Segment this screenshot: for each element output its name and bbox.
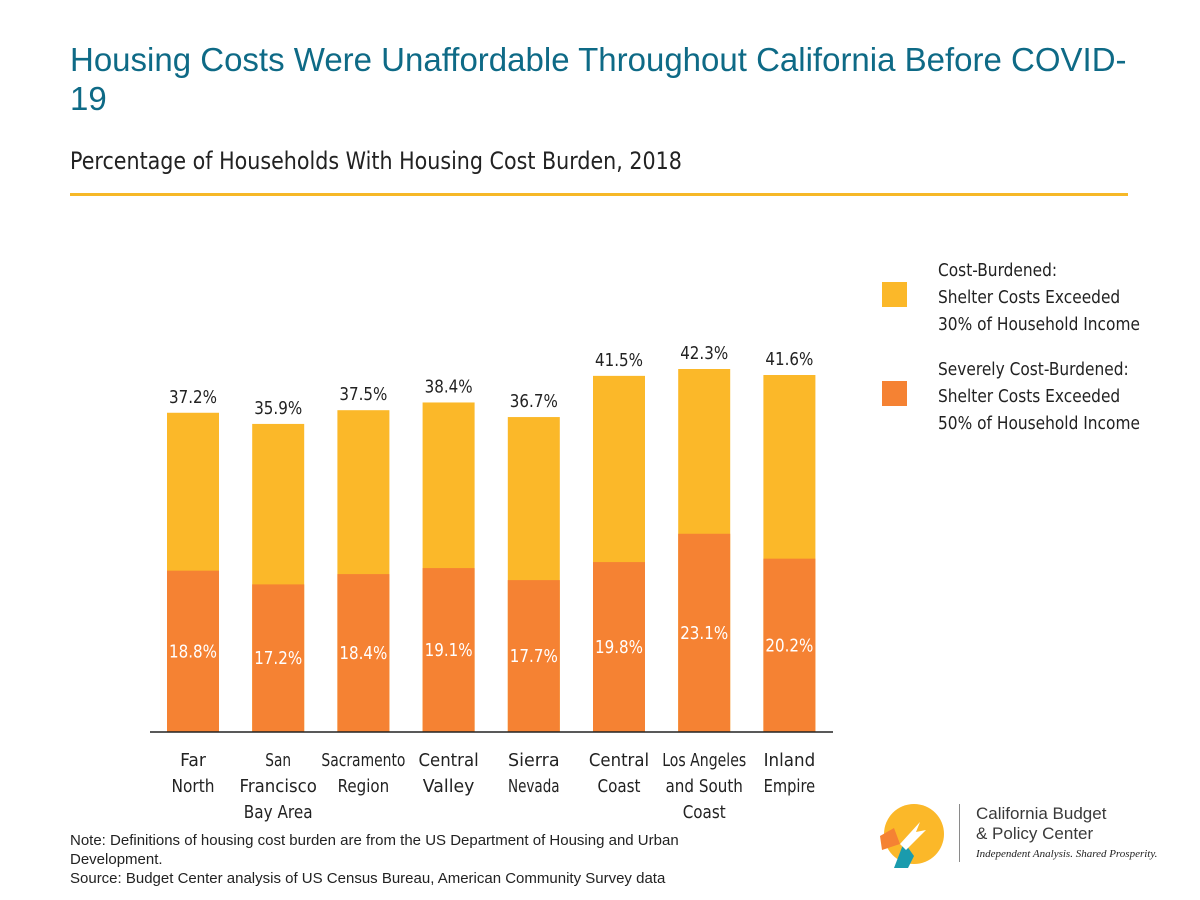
data-label-severely-cost-burdened: 19.1%: [425, 641, 473, 661]
bar-severely-cost-burdened: [422, 568, 475, 732]
x-axis-tick-label: Sierra Nevada: [508, 751, 560, 797]
legend-swatch-cost-burdened: [882, 282, 907, 307]
bar-severely-cost-burdened: [507, 580, 560, 732]
logo-tagline: Independent Analysis. Shared Prosperity.: [976, 848, 1158, 860]
data-label-severely-cost-burdened: 19.8%: [595, 638, 643, 658]
organization-logo: California Budget & Policy Center Indepe…: [876, 798, 1176, 874]
data-label-cost-burdened: 37.5%: [339, 385, 387, 405]
x-axis-tick-label: Inland Empire: [764, 751, 816, 797]
chart-title: Housing Costs Were Unaffordable Througho…: [70, 41, 1127, 117]
bar-severely-cost-burdened: [167, 570, 219, 732]
bar-severely-cost-burdened: [678, 533, 731, 732]
logo-name-line2: & Policy Center: [976, 824, 1094, 843]
data-label-severely-cost-burdened: 23.1%: [680, 624, 728, 644]
legend-label-cost-burdened: Cost-Burdened: Shelter Costs Exceeded 30…: [938, 261, 1140, 335]
x-axis-tick-label: San Francisco Bay Area: [240, 751, 317, 823]
logo-divider: [959, 804, 960, 862]
footnotes: Note: Definitions of housing cost burden…: [70, 831, 770, 888]
data-label-cost-burdened: 42.3%: [680, 344, 728, 364]
bar-severely-cost-burdened: [337, 574, 390, 732]
title-divider: [70, 193, 1128, 196]
logo-mark-icon: [880, 804, 944, 868]
data-label-cost-burdened: 36.7%: [510, 392, 558, 412]
data-label-severely-cost-burdened: 17.7%: [510, 647, 558, 667]
bar-severely-cost-burdened: [763, 558, 816, 732]
x-axis-tick-label: Sacramento Region: [321, 751, 405, 797]
data-label-cost-burdened: 41.5%: [595, 351, 643, 371]
data-label-severely-cost-burdened: 17.2%: [254, 649, 302, 669]
data-label-cost-burdened: 35.9%: [254, 399, 302, 419]
legend-swatch-severely-cost-burdened: [882, 381, 907, 406]
note-text: Note: Definitions of housing cost burden…: [70, 832, 679, 868]
data-label-cost-burdened: 41.6%: [765, 350, 813, 370]
data-label-severely-cost-burdened: 18.8%: [169, 642, 217, 662]
x-axis-tick-label: Central Valley: [419, 751, 479, 797]
x-axis-tick-label: Los Angeles and South Coast: [662, 751, 746, 823]
data-label-cost-burdened: 37.2%: [169, 388, 217, 408]
data-label-cost-burdened: 38.4%: [425, 377, 473, 397]
legend-label-severely-cost-burdened: Severely Cost-Burdened: Shelter Costs Ex…: [938, 360, 1140, 434]
data-label-severely-cost-burdened: 18.4%: [339, 644, 387, 664]
data-label-severely-cost-burdened: 20.2%: [765, 636, 813, 656]
logo-name-line1: California Budget: [976, 804, 1107, 823]
bar-severely-cost-burdened: [252, 584, 305, 732]
chart-subtitle: Percentage of Households With Housing Co…: [70, 147, 682, 175]
x-axis-tick-label: Far North: [172, 751, 215, 797]
bar-severely-cost-burdened: [593, 562, 645, 732]
source-text: Source: Budget Center analysis of US Cen…: [70, 870, 666, 887]
logo-name: California Budget & Policy Center: [976, 804, 1106, 844]
x-axis-tick-label: Central Coast: [589, 751, 649, 797]
